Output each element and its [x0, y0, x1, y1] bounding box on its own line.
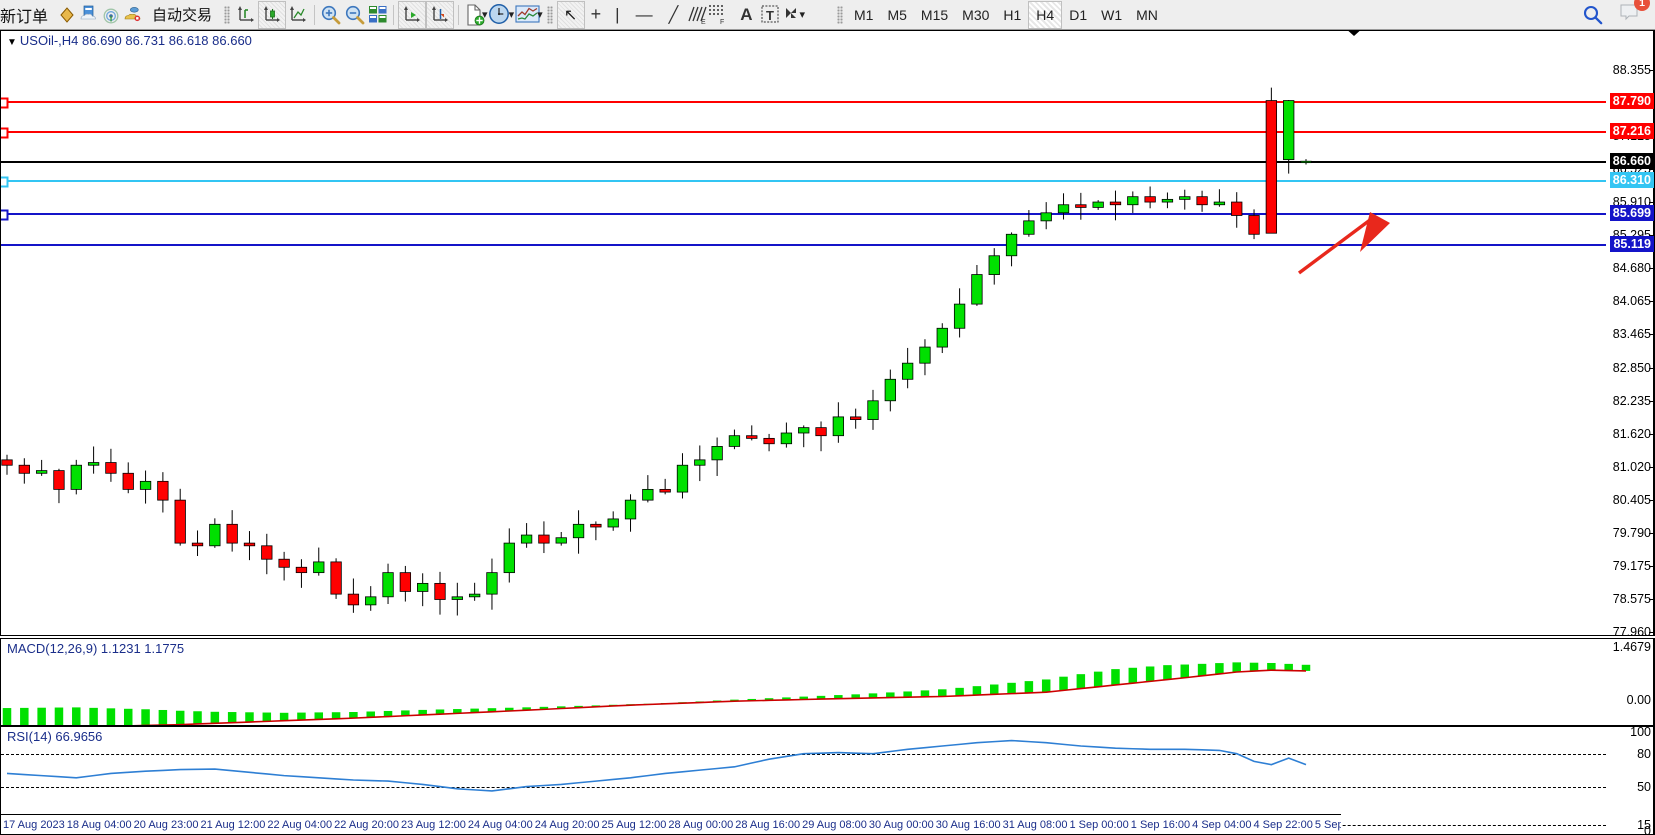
svg-text:T: T	[766, 8, 774, 23]
svg-text:F: F	[720, 19, 724, 26]
svg-text:E: E	[701, 19, 706, 26]
